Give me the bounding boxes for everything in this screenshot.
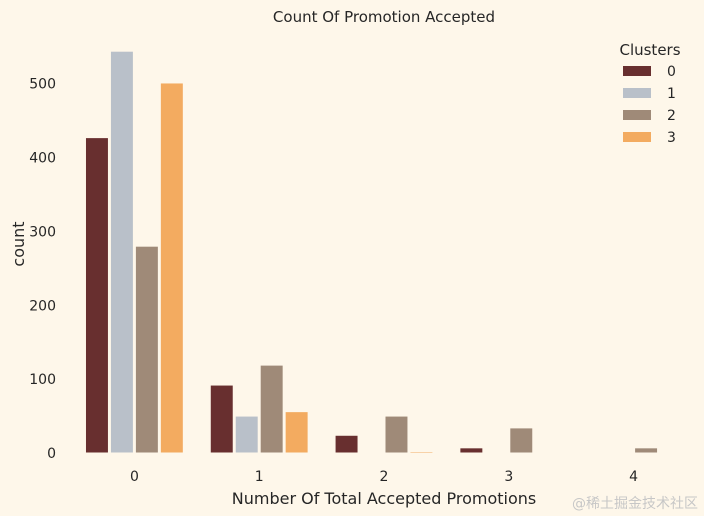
legend-swatch-2 <box>623 110 651 120</box>
legend-label-2: 2 <box>667 108 676 124</box>
x-tick-label: 0 <box>130 469 139 485</box>
x-tick-labels: 0 1 2 3 4 <box>130 469 638 485</box>
x-axis-label: Number Of Total Accepted Promotions <box>232 489 536 508</box>
x-tick-label: 4 <box>629 469 638 485</box>
bar-cat-0-cluster-3 <box>159 82 184 454</box>
bar-cat-1-cluster-0 <box>209 384 234 454</box>
bar-cat-1-cluster-2 <box>259 364 284 454</box>
y-tick-label: 200 <box>29 298 56 314</box>
bar-cat-2-cluster-2 <box>384 415 409 454</box>
watermark-text: @稀土掘金技术社区 <box>572 496 698 512</box>
chart-title: Count Of Promotion Accepted <box>273 8 495 26</box>
legend-label-3: 3 <box>667 130 676 146</box>
bar-cat-2-cluster-0 <box>334 434 359 454</box>
legend-title: Clusters <box>619 41 680 59</box>
bar-cat-0-cluster-0 <box>84 137 109 454</box>
legend: Clusters 0 1 2 3 <box>619 41 680 146</box>
y-axis-label: count <box>9 221 28 266</box>
bar-cat-0-cluster-1 <box>109 50 134 454</box>
legend-swatch-0 <box>623 66 651 76</box>
y-tick-label: 0 <box>47 446 56 462</box>
bar-cat-4-cluster-2 <box>634 447 659 454</box>
y-tick-label: 300 <box>29 224 56 240</box>
bar-cat-1-cluster-3 <box>284 411 309 454</box>
bar-cat-1-cluster-1 <box>234 415 259 454</box>
y-tick-label: 400 <box>29 151 56 167</box>
legend-swatch-3 <box>623 132 651 142</box>
legend-swatch-1 <box>623 88 651 98</box>
y-tick-labels: 0 100 200 300 400 500 <box>29 77 56 462</box>
bars-group <box>84 50 659 454</box>
x-tick-label: 1 <box>255 469 264 485</box>
bar-cat-3-cluster-2 <box>509 427 534 454</box>
bar-cat-0-cluster-2 <box>134 245 159 454</box>
x-tick-label: 2 <box>380 469 389 485</box>
y-tick-label: 100 <box>29 372 56 388</box>
y-tick-label: 500 <box>29 77 56 93</box>
legend-label-1: 1 <box>667 86 676 102</box>
legend-label-0: 0 <box>667 64 676 80</box>
bar-cat-2-cluster-3 <box>409 451 434 454</box>
x-tick-label: 3 <box>504 469 513 485</box>
bar-cat-3-cluster-0 <box>459 447 484 454</box>
